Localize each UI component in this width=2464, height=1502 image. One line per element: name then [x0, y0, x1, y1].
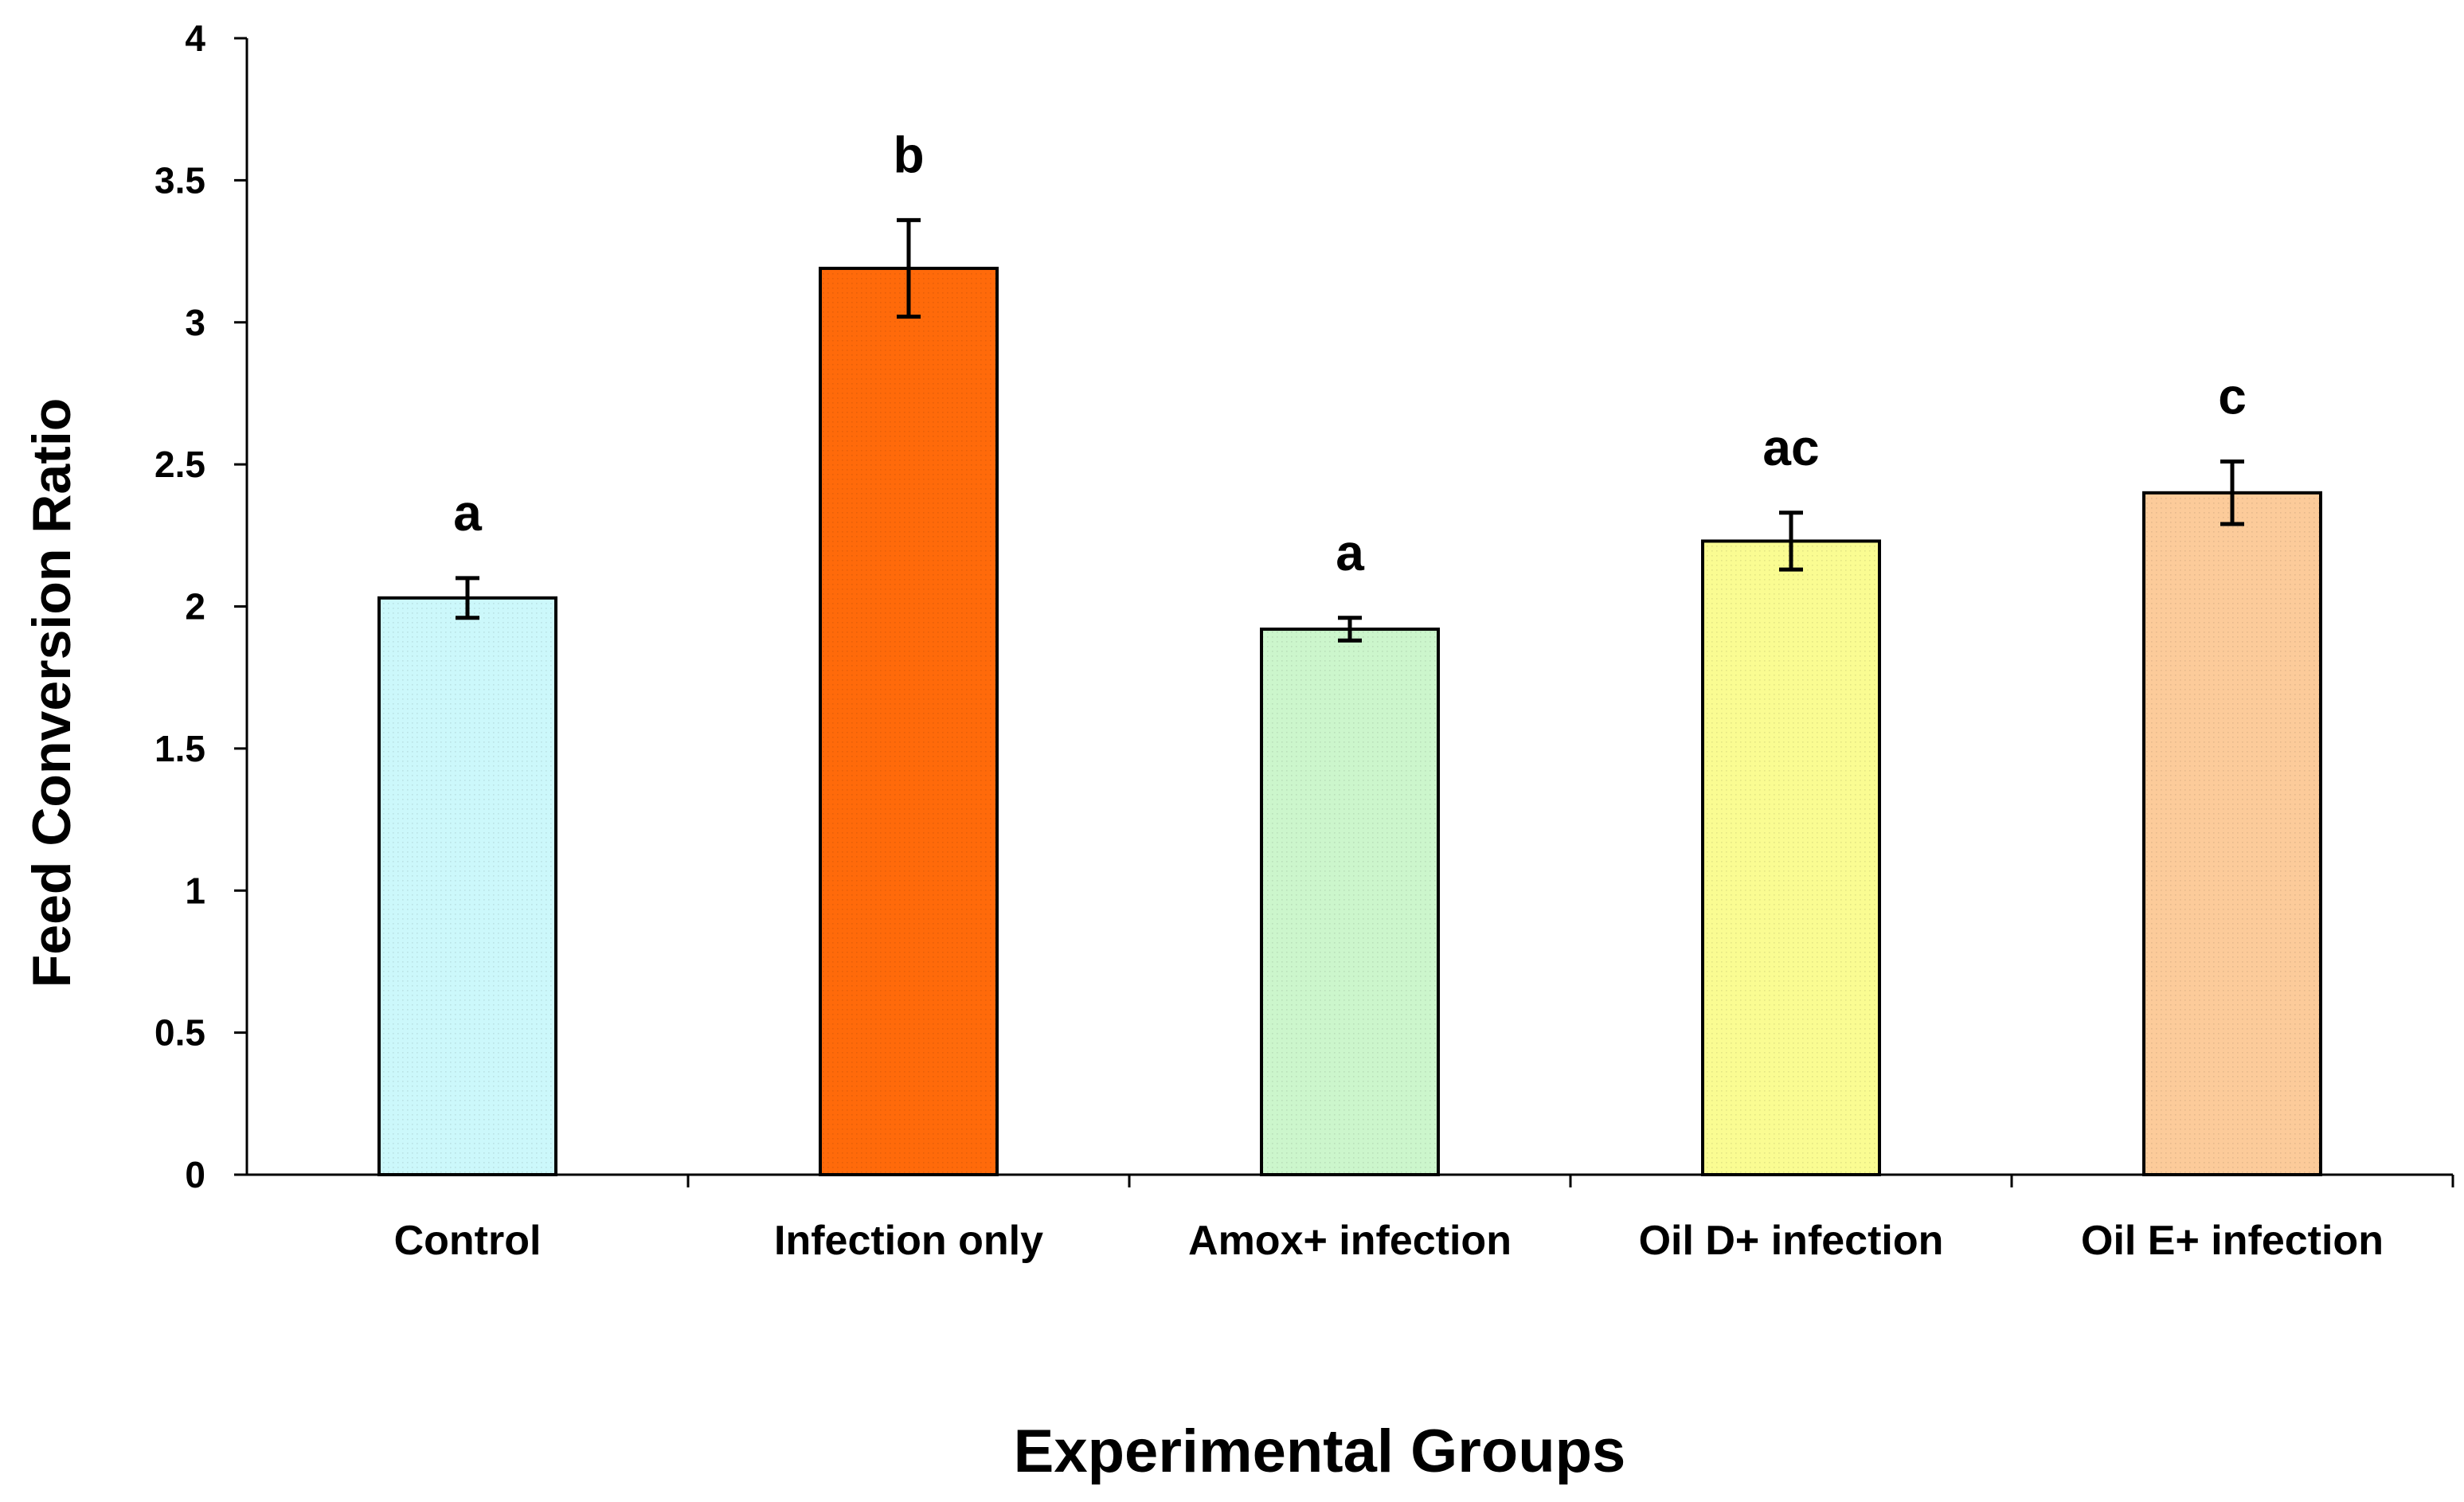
bar-texture: [2145, 494, 2319, 1173]
y-tick-label: 0.5: [154, 1012, 205, 1054]
significance-letter: a: [453, 484, 482, 542]
category-label: Oil E+ infection: [2081, 1218, 2384, 1264]
bar-texture: [822, 269, 995, 1173]
y-tick-label: 0: [185, 1154, 205, 1195]
y-tick-label: 2: [185, 586, 205, 628]
x-axis-title: Experimental Groups: [1014, 1418, 1626, 1485]
category-label: Oil D+ infection: [1639, 1218, 1944, 1264]
category-labels: a Control b Infection only a Amox+ infection a…: [394, 126, 2384, 1264]
bar-texture: [1704, 542, 1878, 1173]
y-tick-label: 3: [185, 302, 205, 343]
y-axis-title: Feed Conversion Ratio: [22, 398, 82, 988]
y-tick-label: 4: [185, 18, 205, 59]
significance-letter: b: [893, 126, 924, 183]
significance-letter: c: [2218, 368, 2247, 425]
x-axis-ticks: [686, 1175, 2454, 1187]
y-tick-label: 2.5: [154, 444, 205, 485]
category-label: Infection only: [774, 1218, 1043, 1264]
y-tick-label: 1: [185, 870, 205, 911]
bar-texture: [381, 599, 554, 1173]
significance-letter: ac: [1762, 419, 1819, 476]
y-tick-label: 3.5: [154, 159, 205, 201]
bar-texture: [1263, 631, 1437, 1173]
significance-letter: a: [1336, 524, 1364, 581]
category-label: Control: [394, 1218, 542, 1264]
y-tick-label: 1.5: [154, 728, 205, 769]
bars: [377, 217, 2322, 1176]
axes: [245, 38, 2453, 1176]
y-axis-ticks: 0 0.5 1 1.5 2 2.5 3 3.5 4: [154, 18, 247, 1195]
category-label: Amox+ infection: [1188, 1218, 1512, 1264]
